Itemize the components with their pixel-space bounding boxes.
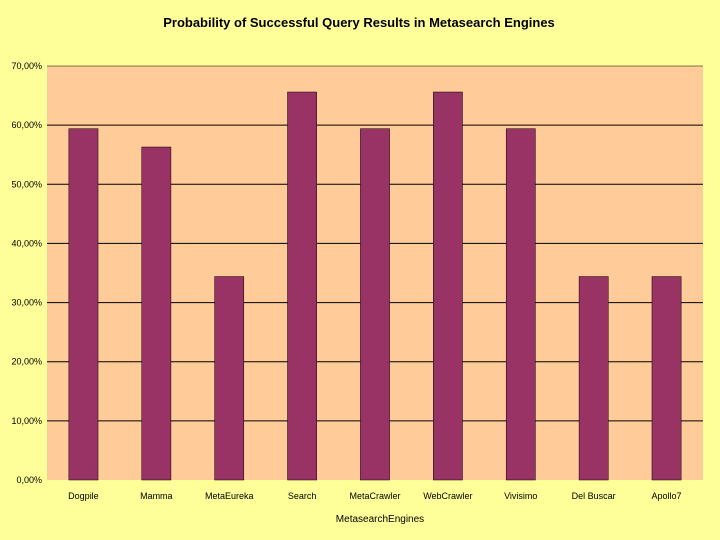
y-tick-label: 0,00% [16, 475, 42, 485]
x-tick-label: Mamma [140, 491, 173, 501]
x-tick-label: MetaEureka [205, 491, 254, 501]
bar [505, 128, 536, 481]
y-tick-label: 20,00% [11, 357, 42, 367]
x-axis-label: MetasearchEngines [336, 514, 424, 525]
y-axis-ticks: 0,00% 10,00% 20,00% 30,00% 40,00% 50,00% 60,00… [11, 61, 42, 485]
x-tick-label: MetaCrawler [349, 491, 400, 501]
bar [360, 128, 390, 481]
y-tick-label: 10,00% [11, 416, 42, 426]
x-tick-label: Dogpile [68, 491, 99, 501]
bar [651, 276, 682, 481]
bar [578, 276, 609, 481]
x-tick-label: Apollo7 [652, 491, 682, 501]
bar [433, 91, 463, 481]
bar [68, 128, 99, 481]
x-tick-label: Del Buscar [572, 491, 616, 501]
y-tick-label: 40,00% [11, 238, 42, 248]
x-tick-label: Search [288, 491, 317, 501]
bar [287, 91, 317, 481]
x-tick-label: WebCrawler [423, 491, 472, 501]
chart-title: Probability of Successful Query Results … [163, 15, 555, 30]
bar [214, 276, 245, 481]
y-tick-label: 50,00% [11, 179, 42, 189]
x-tick-label: Vivisimo [504, 491, 537, 501]
y-tick-label: 60,00% [11, 120, 42, 130]
y-tick-label: 30,00% [11, 298, 42, 308]
x-axis-ticks: Dogpile Mamma MetaEureka Search MetaCrawler W… [68, 491, 681, 501]
bar [141, 146, 172, 481]
bars [68, 91, 682, 481]
y-tick-label: 70,00% [11, 61, 42, 71]
